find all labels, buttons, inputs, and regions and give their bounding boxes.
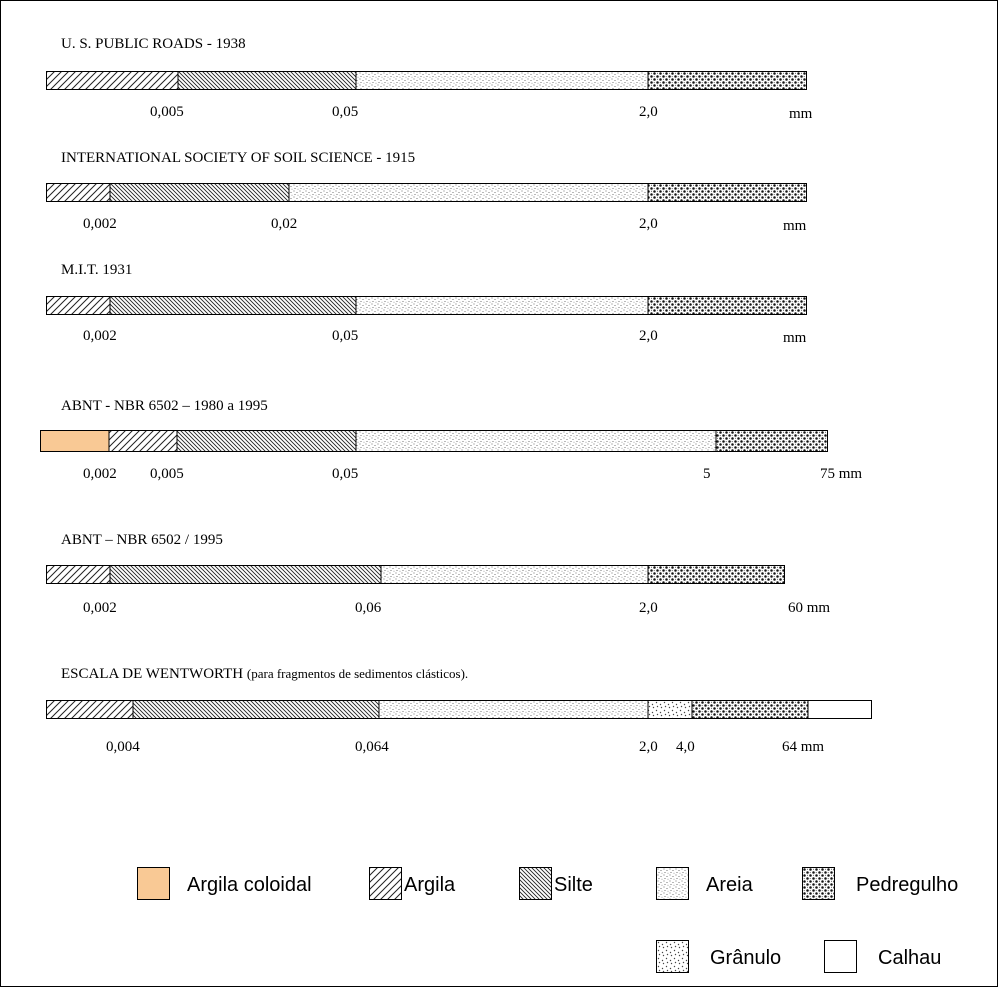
legend-label-calhau: Calhau xyxy=(878,947,942,969)
segment-silte xyxy=(133,701,379,718)
segment-areia xyxy=(356,297,648,314)
segment-pedregulho xyxy=(648,566,784,583)
tick-label: 75 mm xyxy=(820,466,863,482)
segment-pedregulho xyxy=(648,72,806,89)
tick-label: 0,002 xyxy=(83,600,117,616)
tick-label: 2,0 xyxy=(639,600,658,616)
legend-label-areia: Areia xyxy=(706,874,753,896)
tick-label: 0,064 xyxy=(355,739,389,755)
tick-label: 60 mm xyxy=(788,600,831,616)
tick-label: 4,0 xyxy=(676,739,695,755)
unit-label: mm xyxy=(783,218,807,234)
scale-title-isss: INTERNATIONAL SOCIETY OF SOIL SCIENCE - … xyxy=(61,150,416,166)
segment-argila xyxy=(47,184,110,201)
scale-title-abnt-1980: ABNT - NBR 6502 – 1980 a 1995 xyxy=(61,398,268,414)
tick-label: 0,002 xyxy=(83,328,117,344)
unit-label: mm xyxy=(789,106,813,122)
tick-label: 5 xyxy=(703,466,711,482)
legend-label-argila-coloidal: Argila coloidal xyxy=(187,874,312,896)
segment-areia xyxy=(356,72,648,89)
segment-silte xyxy=(177,431,356,451)
scale-bar-wentworth xyxy=(46,700,872,719)
segment-pedregulho xyxy=(648,184,806,201)
segment-argila xyxy=(109,431,177,451)
segment-silte xyxy=(178,72,356,89)
legend-label-granulo: Grânulo xyxy=(710,947,782,969)
scale-bar-isss xyxy=(46,183,807,202)
segment-silte xyxy=(110,566,381,583)
tick-label: 2,0 xyxy=(639,216,658,232)
scale-title-abnt-1995: ABNT – NBR 6502 / 1995 xyxy=(61,532,223,548)
tick-label: 0,004 xyxy=(106,739,140,755)
tick-label: 64 mm xyxy=(782,739,825,755)
scale-bar-us-public-roads xyxy=(46,71,807,90)
scale-bar-mit xyxy=(46,296,807,315)
tick-label: 0,02 xyxy=(271,216,298,232)
segment-argila xyxy=(47,297,110,314)
segment-granulo xyxy=(648,701,692,718)
tick-label: 2,0 xyxy=(639,328,658,344)
segment-areia xyxy=(289,184,648,201)
legend-label-pedregulho: Pedregulho xyxy=(856,874,959,896)
bar-fill xyxy=(41,431,827,451)
bar-fill xyxy=(47,566,784,583)
segment-calhau xyxy=(808,701,871,718)
segment-pedregulho xyxy=(648,297,806,314)
segment-argila-coloidal xyxy=(41,431,109,451)
segment-areia xyxy=(381,566,648,583)
bar-fill xyxy=(47,184,806,201)
legend-label-silte: Silte xyxy=(554,874,593,896)
tick-label: 0,06 xyxy=(355,600,382,616)
legend-swatch-areia xyxy=(656,867,689,900)
unit-label: mm xyxy=(783,330,807,346)
bar-fill xyxy=(47,72,806,89)
scale-bar-abnt-1980 xyxy=(40,430,828,452)
title-main: ESCALA DE WENTWORTH xyxy=(61,666,244,682)
segment-argila xyxy=(47,72,178,89)
title-suffix: (para fragmentos de sedimentos clásticos… xyxy=(246,666,469,681)
segment-silte xyxy=(110,184,289,201)
tick-label: 2,0 xyxy=(639,739,658,755)
segment-silte xyxy=(110,297,356,314)
bar-fill xyxy=(47,701,871,718)
tick-label: 0,002 xyxy=(83,466,117,482)
tick-label: 0,002 xyxy=(83,216,117,232)
scale-bar-abnt-1995 xyxy=(46,565,785,584)
legend-swatch-pedregulho xyxy=(802,867,835,900)
tick-label: 0,05 xyxy=(332,466,359,482)
bar-fill xyxy=(47,297,806,314)
legend-swatch-granulo xyxy=(656,940,689,973)
legend-swatch-silte xyxy=(519,867,552,900)
segment-argila xyxy=(47,566,110,583)
legend-swatch-calhau xyxy=(824,940,857,973)
legend-swatch-argila xyxy=(369,867,402,900)
tick-label: 0,05 xyxy=(332,328,359,344)
scale-title-mit: M.I.T. 1931 xyxy=(61,262,133,278)
tick-label: 2,0 xyxy=(639,104,658,120)
tick-label: 0,05 xyxy=(332,104,359,120)
segment-argila xyxy=(47,701,133,718)
scale-title-us-public-roads: U. S. PUBLIC ROADS - 1938 xyxy=(61,36,246,52)
tick-label: 0,005 xyxy=(150,466,184,482)
segment-pedregulho xyxy=(692,701,808,718)
legend-label-argila: Argila xyxy=(404,874,456,896)
scale-title-wentworth: ESCALA DE WENTWORTH (para fragmentos de … xyxy=(61,666,468,683)
tick-label: 0,005 xyxy=(150,104,184,120)
segment-pedregulho xyxy=(716,431,827,451)
segment-areia xyxy=(356,431,716,451)
legend-swatch-argila-coloidal xyxy=(137,867,170,900)
segment-areia xyxy=(379,701,648,718)
